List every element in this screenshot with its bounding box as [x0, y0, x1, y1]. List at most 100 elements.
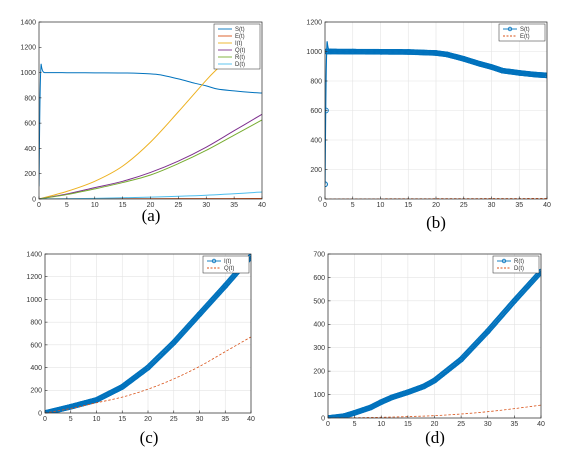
y-tick-label: 1400	[26, 251, 42, 258]
y-tick-label: 0	[32, 196, 36, 203]
legend-item-st: S(t)	[503, 26, 530, 33]
data-point	[67, 403, 74, 410]
panel-label: (c)	[140, 428, 159, 447]
y-tick-label: 200	[24, 171, 36, 178]
y-tick-label: 400	[24, 146, 36, 153]
y-tick-label: 1000	[20, 70, 36, 77]
y-tick-label: 400	[310, 137, 322, 144]
legend-box	[492, 255, 540, 274]
data-point	[488, 64, 495, 70]
data-point	[477, 61, 484, 67]
data-point	[377, 48, 384, 55]
x-tick-label: 10	[91, 202, 99, 209]
series-group	[325, 41, 547, 199]
y-tick-label: 600	[313, 275, 325, 282]
x-tick-label: 40	[247, 416, 255, 423]
x-tick-label: 15	[118, 416, 126, 423]
series-group	[45, 254, 251, 413]
x-tick-label: 40	[543, 202, 551, 209]
data-point	[460, 56, 467, 62]
y-tick-label: 0	[318, 196, 322, 203]
x-tick-label: 25	[174, 202, 182, 209]
x-tick-label: 35	[221, 416, 229, 423]
data-point	[499, 67, 506, 74]
legend-box	[213, 23, 261, 70]
y-tick-label: 800	[310, 78, 322, 85]
legend-label: Q(t)	[235, 48, 245, 54]
y-tick-label: 600	[30, 342, 42, 349]
x-tick-label: 15	[404, 202, 412, 209]
data-point	[93, 397, 100, 403]
legend-label: S(t)	[235, 27, 245, 33]
y-tick-label: 600	[24, 121, 36, 128]
x-tick-label: 5	[69, 416, 73, 423]
y-tick-label: 600	[310, 108, 322, 115]
series-it-line	[39, 68, 218, 199]
data-point	[511, 298, 518, 304]
data-point	[325, 48, 330, 55]
x-tick-label: 15	[404, 421, 412, 428]
series-qt-line	[39, 113, 262, 199]
data-point	[222, 282, 229, 289]
y-tick-label: 1000	[26, 297, 42, 304]
series-st-markers	[325, 48, 547, 188]
legend-box	[202, 255, 250, 274]
series-rt-markers	[328, 268, 541, 418]
data-point	[170, 339, 177, 346]
x-tick-label: 5	[351, 202, 355, 209]
data-point	[444, 51, 450, 58]
x-tick-label: 15	[119, 202, 127, 209]
data-point	[378, 399, 385, 405]
y-tick-label: 1200	[20, 45, 36, 52]
legend-label: S(t)	[520, 27, 530, 33]
y-tick-label: 1200	[26, 274, 42, 281]
data-point	[119, 384, 126, 390]
legend-marker	[501, 258, 507, 264]
x-tick-label: 25	[170, 416, 178, 423]
y-tick-label: 200	[310, 167, 322, 174]
legend-item-qt: Q(t)	[218, 48, 245, 54]
chart-panel-a: 0 5 10 15 20 25 30 35 40020040060080010001200140…	[20, 19, 266, 225]
x-tick-label: 0	[43, 416, 47, 423]
x-tick-label: 5	[353, 421, 357, 428]
data-point	[145, 364, 151, 371]
data-point	[405, 49, 412, 55]
x-tick-label: 30	[196, 416, 204, 423]
x-tick-label: 35	[230, 202, 238, 209]
y-tick-label: 0	[321, 415, 325, 422]
x-tick-label: 20	[144, 416, 152, 423]
x-tick-label: 10	[377, 202, 385, 209]
legend-marker	[507, 26, 513, 32]
y-tick-label: 800	[30, 320, 42, 327]
x-tick-label: 40	[537, 421, 545, 428]
legend-label: I(t)	[224, 259, 231, 265]
data-point	[431, 377, 438, 384]
x-tick-label: 20	[432, 202, 440, 209]
data-point	[349, 48, 356, 55]
legend-marker	[211, 258, 217, 264]
panel-label: (b)	[426, 213, 446, 232]
x-tick-label: 20	[147, 202, 155, 209]
y-tick-label: 700	[313, 251, 325, 258]
legend-item-st: S(t)	[218, 27, 245, 33]
legend-item-it: I(t)	[218, 41, 242, 47]
x-tick-label: 30	[484, 421, 492, 428]
x-tick-label: 0	[323, 202, 327, 209]
data-point	[405, 389, 411, 396]
panel-label: (a)	[142, 206, 161, 225]
legend-label: D(t)	[235, 62, 245, 68]
data-point	[533, 71, 539, 78]
x-tick-label: 5	[65, 202, 69, 209]
data-point	[421, 383, 427, 390]
data-point	[196, 311, 203, 318]
x-tick-label: 0	[37, 202, 41, 209]
x-tick-label: 0	[326, 421, 330, 428]
legend-item-et: E(t)	[503, 34, 530, 40]
data-point	[327, 48, 334, 55]
legend-label: I(t)	[235, 41, 242, 47]
legend-label: R(t)	[235, 55, 245, 61]
y-tick-label: 1000	[306, 49, 322, 56]
legend: S(t)E(t)I(t)Q(t)R(t)D(t)	[213, 23, 261, 70]
legend-item-dt: D(t)	[497, 266, 524, 272]
